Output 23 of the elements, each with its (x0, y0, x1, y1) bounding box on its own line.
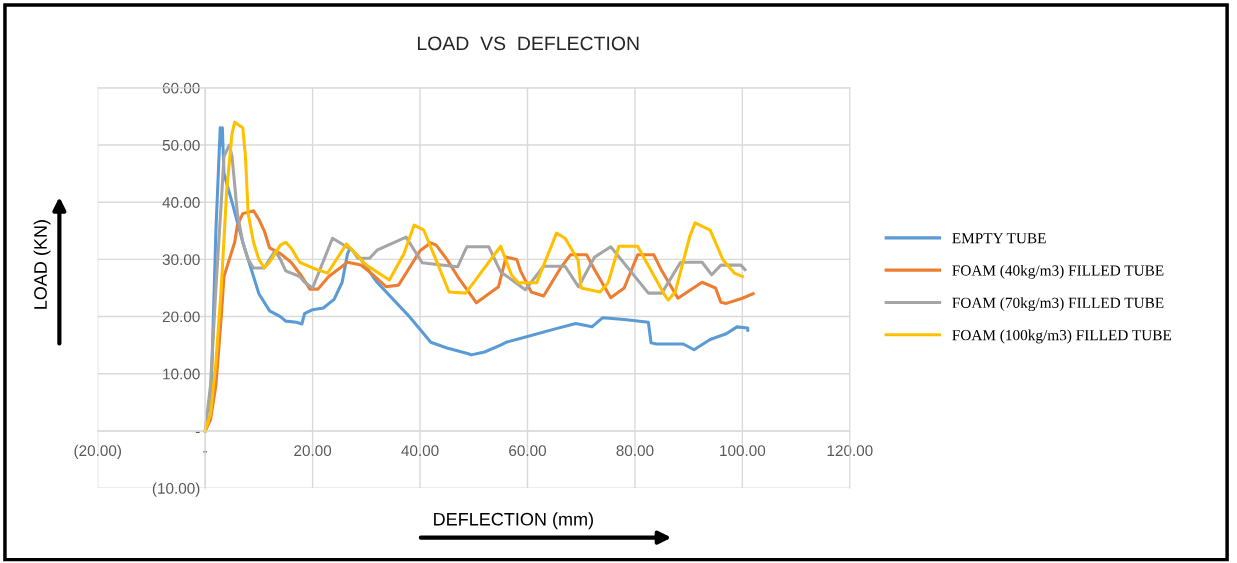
y-tick-label: 10.00 (163, 368, 200, 380)
x-tick-label: 60.00 (509, 445, 547, 457)
x-tick-label: - (203, 451, 208, 453)
legend-label: EMPTY TUBE (952, 233, 1046, 244)
x-tick-label: (20.00) (74, 444, 121, 460)
y-tick-label: 20.00 (162, 311, 200, 323)
x-tick-label: 120.00 (827, 445, 873, 457)
y-tick-label: 50.00 (162, 139, 200, 151)
legend-label: FOAM (70kg/m3) FILLED TUBE (952, 297, 1164, 312)
chart-title: LOAD VS DEFLECTION (417, 36, 639, 51)
y-tick-label: 60.00 (162, 82, 200, 94)
x-tick-label: 80.00 (616, 445, 654, 457)
y-tick-label: 40.00 (162, 197, 200, 208)
legend-label: FOAM (40kg/m3) FILLED TUBE (952, 264, 1164, 279)
y-tick-label: - (195, 431, 200, 434)
x-tick-label: 20.00 (294, 445, 332, 457)
y-axis-title: LOAD (KN) (33, 220, 51, 309)
legend-label: FOAM (100kg/m3) FILLED TUBE (952, 329, 1172, 344)
x-tick-label: 100.00 (720, 445, 766, 457)
y-tick-label: (10.00) (152, 482, 200, 497)
y-tick-label: 30.00 (162, 254, 200, 266)
x-tick-label: 40.00 (401, 445, 439, 457)
x-axis-title: DEFLECTION (mm) (434, 512, 593, 530)
